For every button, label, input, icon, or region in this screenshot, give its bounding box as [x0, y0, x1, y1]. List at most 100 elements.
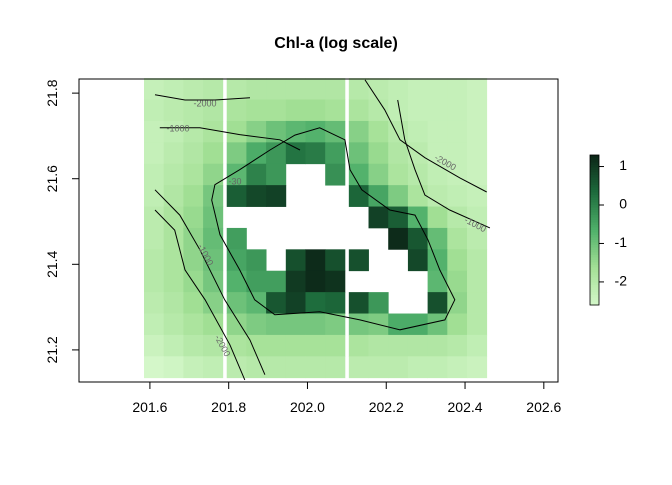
raster-cell	[183, 334, 204, 357]
raster-cell	[447, 163, 468, 186]
raster-cell	[266, 163, 287, 186]
colorbar-swatch	[590, 295, 599, 298]
raster-cell	[325, 334, 346, 357]
raster-cell	[427, 120, 448, 143]
raster-cell	[183, 185, 204, 207]
raster-cell	[246, 270, 267, 293]
colorbar-swatch	[590, 222, 599, 226]
contour-label: -1000	[166, 123, 189, 133]
colorbar-swatch	[590, 257, 599, 261]
raster-cell	[285, 334, 306, 357]
raster-cell	[163, 292, 184, 314]
colorbar-swatch	[590, 190, 599, 193]
raster-cell	[246, 142, 267, 165]
raster-cell	[348, 313, 369, 336]
raster-cell	[325, 313, 346, 336]
raster-cell	[427, 227, 448, 250]
colorbar-tick-label: -2	[615, 273, 628, 289]
raster-cell	[348, 356, 369, 379]
raster-cell	[183, 142, 204, 165]
colorbar-swatch	[590, 235, 599, 238]
raster-cell	[467, 78, 488, 100]
raster-cell	[348, 120, 369, 143]
raster-cell	[325, 78, 346, 100]
raster-cell	[246, 313, 267, 336]
raster-cell	[305, 356, 326, 379]
contour-line	[154, 94, 251, 101]
colorbar-swatch	[590, 175, 599, 178]
raster-cell	[163, 99, 184, 122]
raster-cell	[143, 334, 165, 357]
raster-cell	[266, 185, 287, 207]
raster-cell	[203, 227, 224, 250]
colorbar-swatch	[590, 197, 599, 201]
raster-cell	[266, 120, 287, 143]
raster-cell	[163, 334, 184, 357]
colorbar-swatch	[590, 195, 599, 198]
raster-cell	[348, 334, 369, 357]
raster-cell	[143, 142, 165, 165]
raster-cell	[285, 99, 306, 122]
raster-cell	[183, 206, 204, 229]
raster-cell	[427, 142, 448, 165]
raster-cell	[203, 292, 224, 314]
raster-cell	[427, 313, 448, 336]
raster-cell	[266, 99, 287, 122]
colorbar-swatch	[590, 210, 599, 213]
raster-cell	[246, 163, 267, 186]
chart-title: Chl-a (log scale)	[274, 35, 398, 52]
raster-cell	[368, 206, 389, 229]
x-tick-label: 202.2	[369, 399, 404, 415]
raster-cell	[467, 99, 488, 122]
colorbar-swatch	[590, 240, 599, 243]
colorbar-swatch	[590, 247, 599, 251]
colorbar-swatch	[590, 252, 599, 256]
raster-cell	[305, 270, 326, 293]
raster-cell	[467, 356, 488, 379]
colorbar-swatch	[590, 200, 599, 203]
raster-cell	[427, 185, 448, 207]
raster-cell	[368, 78, 389, 100]
raster-cell	[266, 270, 287, 293]
raster-cell	[427, 78, 448, 100]
raster-cell	[183, 120, 204, 143]
raster-cell	[183, 78, 204, 100]
raster-cell	[407, 185, 429, 207]
raster-cell	[368, 99, 389, 122]
raster-cell	[163, 313, 184, 336]
raster-cell	[467, 270, 488, 293]
raster-cell	[427, 356, 448, 379]
raster-cell	[447, 142, 468, 165]
raster-cell	[266, 356, 287, 379]
raster-cell	[348, 78, 369, 100]
x-tick-label: 201.8	[211, 399, 246, 415]
raster-cell	[163, 249, 184, 272]
raster-cell	[143, 185, 165, 207]
colorbar-swatch	[590, 192, 599, 196]
y-tick-label: 21.6	[44, 165, 60, 192]
raster-cell	[388, 78, 409, 100]
raster-cell	[143, 99, 165, 122]
raster-cell	[163, 227, 184, 250]
raster-cell	[447, 313, 468, 336]
colorbar-swatch	[590, 265, 599, 268]
raster-cell	[427, 99, 448, 122]
raster-cell	[388, 163, 409, 186]
colorbar-swatch	[590, 242, 599, 246]
raster-cell	[407, 163, 429, 186]
raster-cell	[143, 270, 165, 293]
raster-cell	[467, 185, 488, 207]
contour-line	[154, 189, 266, 375]
raster-cell	[407, 334, 429, 357]
raster-cell	[246, 78, 267, 100]
contour-label: -2000	[193, 98, 216, 108]
raster-cell	[163, 206, 184, 229]
y-tick-label: 21.8	[44, 79, 60, 106]
raster-cell	[407, 227, 429, 250]
raster-cell	[143, 313, 165, 336]
colorbar-swatch	[590, 302, 599, 306]
x-tick-label: 202.4	[448, 399, 483, 415]
colorbar-swatch	[590, 277, 599, 281]
raster-cell	[305, 78, 326, 100]
raster-cell	[407, 78, 429, 100]
